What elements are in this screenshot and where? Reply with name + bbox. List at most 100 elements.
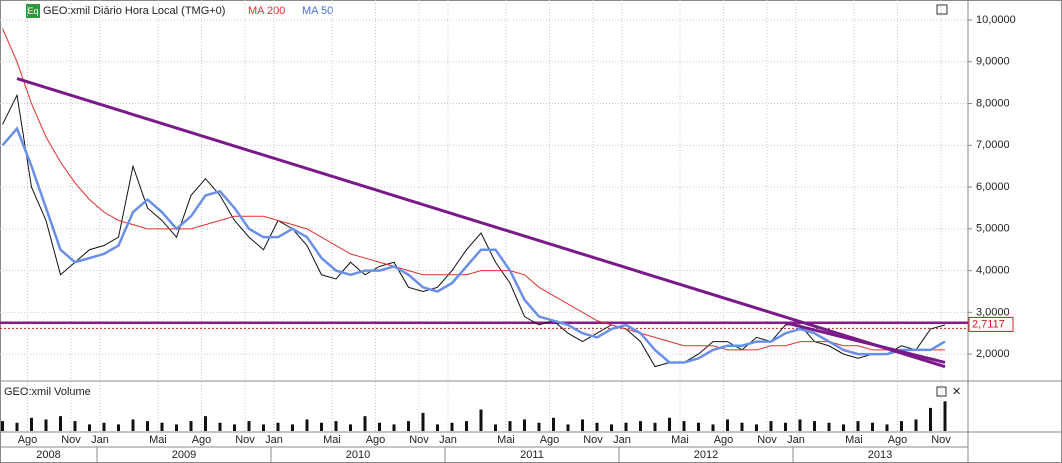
y-tick-label: 5,0000 [976,223,1010,235]
series-line [1,126,946,364]
x-tick-label: Nov [583,434,603,446]
volume-bar [160,422,164,431]
y-tick-label: 6,0000 [976,181,1010,193]
x-tick-label: Mai [671,434,689,446]
volume-bar [44,419,48,431]
year-label: 2008 [36,449,60,461]
volume-bar [73,421,77,431]
volume-bar [653,422,657,431]
legend-entry[interactable]: MA 200 [248,5,285,17]
volume-bar [769,421,773,431]
trend-line [785,321,946,364]
x-tick-label: Jan [613,434,631,446]
x-tick-label: Ago [714,434,734,446]
chart-title[interactable]: GEO:xmil Diário Hora Local (TMG+0) [43,5,225,17]
volume-bar [30,417,33,431]
volume-bar [595,422,599,431]
volume-bar [175,424,178,431]
x-tick-label: Jan [439,434,457,446]
y-tick-label: 8,0000 [976,97,1010,109]
x-tick-label: Jan [265,434,283,446]
volume-bar [320,422,323,431]
volume-bar [59,416,62,431]
volume-bar [885,424,889,431]
volume-bar [900,421,903,431]
volume-bar [871,422,874,431]
volume-bar [392,424,396,431]
volume-bar [450,422,454,431]
year-label: 2012 [694,449,718,461]
volume-bar [798,419,802,431]
volume-bar [465,421,468,431]
volume-bar [639,421,642,431]
volume-bar [740,422,744,431]
x-tick-label: Nov [61,434,81,446]
x-tick-label: Mai [845,434,863,446]
volume-bar [508,421,512,431]
x-tick-label: Mai [497,434,515,446]
trend-line [16,77,946,369]
volume-bar [363,416,367,431]
volume-bar [334,421,338,431]
volume-bar [697,422,700,431]
y-tick-label: 9,0000 [976,56,1010,68]
volume-bar [494,424,497,431]
volume-bar [856,421,860,431]
x-tick-label: Ago [192,434,212,446]
volume-bar [131,419,135,431]
y-tick-label: 10,0000 [976,14,1016,26]
volume-bar [813,421,816,431]
close-button[interactable]: ✕ [952,386,961,398]
volume-bar [929,407,932,431]
volume-bar [15,422,19,431]
x-tick-label: Ago [888,434,908,446]
volume-title: GEO:xmil Volume [4,386,91,398]
volume-bar [552,417,555,431]
volume-bar [305,419,309,431]
maximize-button[interactable] [936,386,947,397]
last-price-label: 2,7117 [972,318,1005,330]
volume-bar [827,422,831,431]
volume-bar [711,424,715,431]
year-label: 2011 [520,449,544,461]
volume-bar [247,421,251,431]
x-tick-label: Nov [757,434,777,446]
x-tick-label: Ago [18,434,38,446]
volume-bar [378,422,381,431]
volume-bar [682,421,686,431]
y-tick-label: 2,0000 [976,348,1010,360]
volume-bar [349,424,352,431]
volume-bar [479,409,483,431]
volume-bar [189,421,193,431]
volume-bar [624,422,628,431]
year-label: 2009 [172,449,196,461]
x-tick-label: Mai [149,434,167,446]
volume-bar [218,422,222,431]
maximize-button[interactable] [936,4,948,15]
volume-bar [102,422,106,431]
volume-bar [784,422,787,431]
volume-bar [1,421,4,431]
volume-bar [581,419,584,431]
y-tick-label: 4,0000 [976,264,1010,276]
volume-bar [407,421,410,431]
last-price-box [968,316,1014,332]
volume-bar [755,424,758,431]
volume-bar [421,412,425,431]
x-tick-label: Mai [323,434,341,446]
x-tick-label: Nov [931,434,951,446]
y-tick-label: 3,0000 [976,306,1010,318]
legend-entry[interactable]: MA 50 [302,5,333,17]
volume-bar [291,424,294,431]
x-tick-label: Ago [540,434,560,446]
volume-bar [88,424,91,431]
volume-bar [668,417,671,431]
badge-bg [26,4,40,18]
x-tick-label: Ago [366,434,386,446]
volume-bar [523,419,526,431]
volume-bar [566,424,570,431]
volume-bar [262,424,265,431]
x-tick-label: Jan [787,434,805,446]
